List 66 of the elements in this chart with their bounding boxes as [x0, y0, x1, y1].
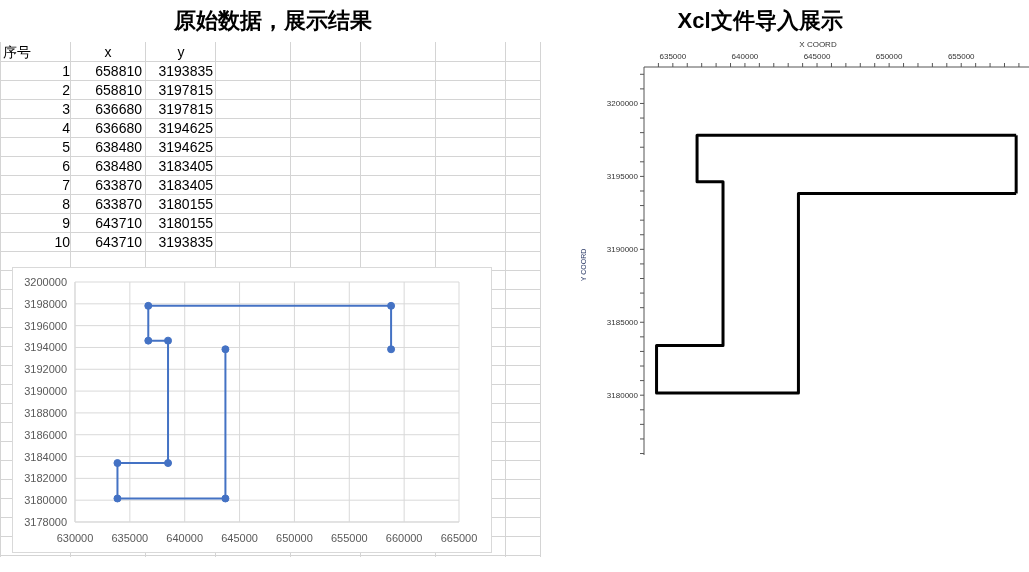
y-tick-label: 2: [61, 82, 70, 98]
data-label: 638480: [95, 139, 142, 155]
data-label: 636680: [95, 101, 142, 117]
x-tick-label: 645000: [803, 52, 831, 61]
data-label: 658810: [95, 82, 142, 98]
x-tick-label: 665000: [440, 532, 478, 544]
x-tick-label: 650000: [276, 532, 313, 544]
y-tick-label: 3188000: [24, 406, 67, 419]
y-tick-label: 3200000: [606, 99, 639, 109]
data-label: 3197815: [158, 101, 213, 117]
y-tick-label: 3184000: [24, 450, 67, 463]
y-tick-label: 3190000: [606, 245, 639, 255]
y-tick-label: 5: [61, 139, 70, 155]
chart-title: Xcl文件导入展示: [676, 7, 844, 35]
data-label: 643710: [95, 215, 142, 231]
x-tick-label: 635000: [659, 52, 687, 61]
x-axis-title: X COORD: [798, 40, 838, 49]
x-tick-label: 635000: [111, 532, 149, 544]
data-label: 3180155: [158, 196, 213, 212]
data-label: 638480: [95, 158, 142, 174]
data-label: 633870: [95, 196, 142, 212]
data-label: 3194625: [158, 120, 213, 136]
x-tick-label: 645000: [221, 532, 258, 544]
data-label: 3193835: [158, 63, 213, 79]
data-label: 633870: [95, 177, 142, 193]
data-label: 3197815: [158, 82, 213, 98]
x-tick-label: 655000: [330, 532, 368, 544]
data-label: 643710: [95, 234, 142, 250]
y-tick-label: 10: [53, 234, 70, 250]
x-tick-label: y: [176, 44, 186, 60]
x-tick-label: 640000: [166, 532, 204, 544]
y-tick-label: 3182000: [24, 472, 67, 485]
y-tick-label: 3198000: [24, 297, 67, 310]
y-tick-label: 1: [61, 63, 70, 79]
y-tick-label: 3192000: [24, 363, 67, 376]
y-tick-label: 3185000: [606, 318, 639, 328]
y-tick-label: 3195000: [606, 172, 639, 182]
data-label: 636680: [95, 120, 142, 136]
y-tick-label: 3196000: [24, 319, 67, 332]
data-label: 3193835: [158, 234, 213, 250]
x-tick-label: x: [103, 44, 113, 60]
y-tick-label: 4: [61, 120, 70, 136]
y-axis-title: 序号: [3, 44, 31, 62]
x-tick-label: 630000: [56, 532, 94, 544]
y-tick-label: 6: [61, 158, 70, 174]
data-label: 3180155: [158, 215, 213, 231]
data-label: 3183405: [158, 177, 213, 193]
data-label: 658810: [95, 63, 142, 79]
x-tick-label: 660000: [385, 532, 423, 544]
x-tick-label: 640000: [731, 52, 759, 61]
y-tick-label: 8: [61, 196, 70, 212]
data-label: 3194625: [158, 139, 213, 155]
y-tick-label: 3178000: [24, 516, 67, 528]
data-label: 3183405: [158, 158, 213, 174]
y-tick-label: 9: [61, 215, 70, 231]
y-tick-label: 3: [61, 101, 70, 117]
y-tick-label: 3186000: [24, 428, 67, 441]
x-tick-label: 655000: [947, 52, 976, 61]
y-tick-label: 3180000: [24, 494, 67, 507]
y-tick-label: 3180000: [606, 391, 639, 401]
y-tick-label: 7: [61, 177, 70, 193]
x-tick-label: 650000: [875, 52, 904, 61]
y-tick-label: 3200000: [24, 276, 67, 288]
text: 原始数据，展示结果: [172, 7, 373, 35]
y-tick-label: 3190000: [24, 385, 67, 398]
y-tick-label: 3194000: [24, 341, 67, 354]
